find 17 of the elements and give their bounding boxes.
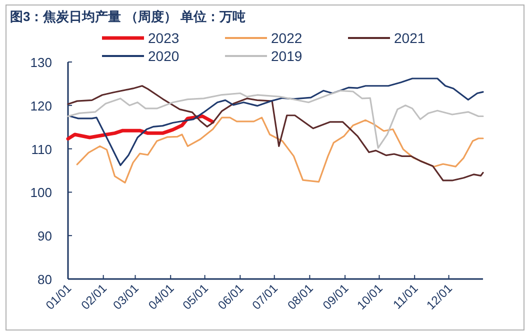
y-tick-label: 90 <box>38 228 52 244</box>
line-series <box>67 90 484 149</box>
legend-label: 2022 <box>271 30 302 46</box>
line-series <box>67 85 484 182</box>
y-tick-label: 130 <box>30 55 52 70</box>
legend-label: 2020 <box>148 48 180 64</box>
y-tick-label: 110 <box>31 142 52 157</box>
chart-title: 图3：焦炭日均产量 （周度） 单位：万吨 <box>10 9 246 24</box>
line-series <box>76 116 484 184</box>
y-tick-label: 120 <box>30 98 52 114</box>
legend-label: 2023 <box>148 30 180 46</box>
line-series <box>66 114 215 141</box>
legend-label: 2021 <box>394 30 426 46</box>
y-tick-label: 100 <box>30 185 52 200</box>
legend-label: 2019 <box>271 48 302 64</box>
y-tick-label: 80 <box>38 272 52 287</box>
line-series <box>69 78 484 166</box>
